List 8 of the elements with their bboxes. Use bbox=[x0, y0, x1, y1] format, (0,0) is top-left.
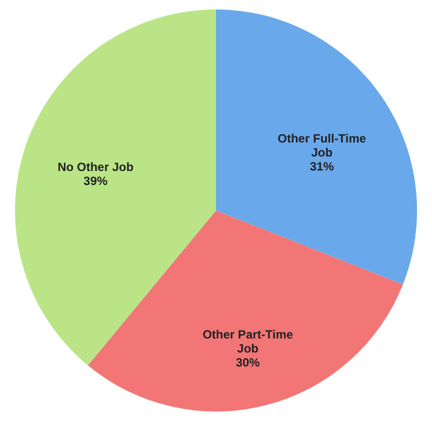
data-label: 30% bbox=[236, 355, 260, 370]
pie-slice bbox=[88, 210, 403, 412]
slice-label: Other Full-Time Job bbox=[278, 132, 366, 160]
slice-label: No Other Job bbox=[58, 160, 134, 174]
data-label: 39% bbox=[84, 174, 108, 188]
data-label: 31% bbox=[310, 160, 334, 174]
pie-slice bbox=[216, 10, 417, 284]
slice-label: Other Part-Time Job bbox=[202, 327, 294, 356]
